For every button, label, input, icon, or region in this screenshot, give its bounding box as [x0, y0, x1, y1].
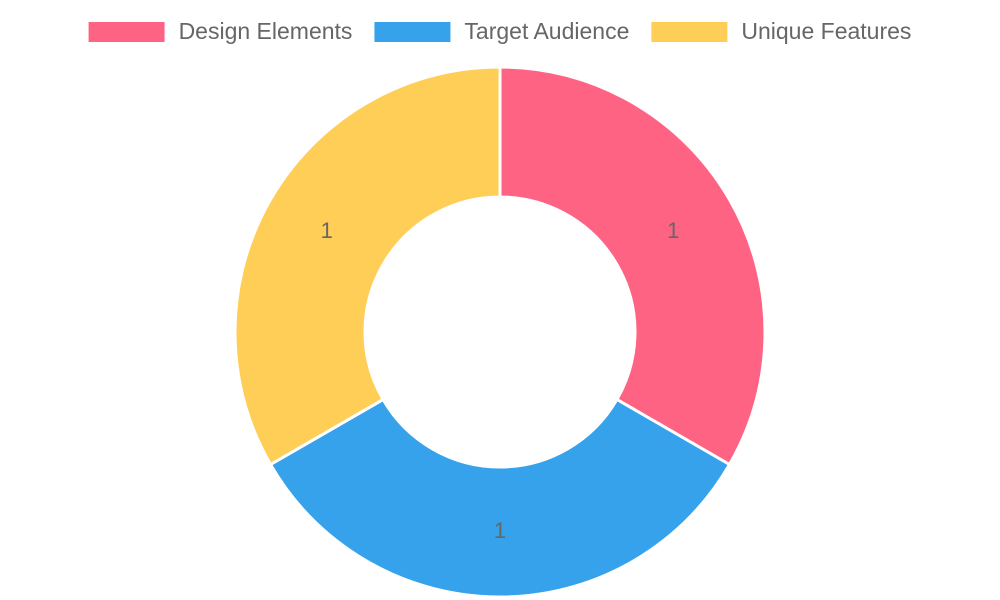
value-label: 1	[667, 218, 679, 243]
value-label: 1	[321, 218, 333, 243]
value-label: 1	[494, 518, 506, 543]
doughnut-segment	[233, 65, 502, 467]
legend-text: Unique Features	[741, 18, 911, 44]
doughnut-segment	[498, 65, 767, 467]
legend-swatch	[651, 22, 728, 42]
legend-swatch	[374, 22, 451, 42]
legend-text: Target Audience	[464, 18, 629, 44]
legend: Design Elements Target Audience Unique Fea…	[88, 18, 911, 44]
doughnut-segment	[268, 397, 732, 599]
legend-text: Design Elements	[179, 18, 353, 44]
legend-swatch	[88, 22, 165, 42]
